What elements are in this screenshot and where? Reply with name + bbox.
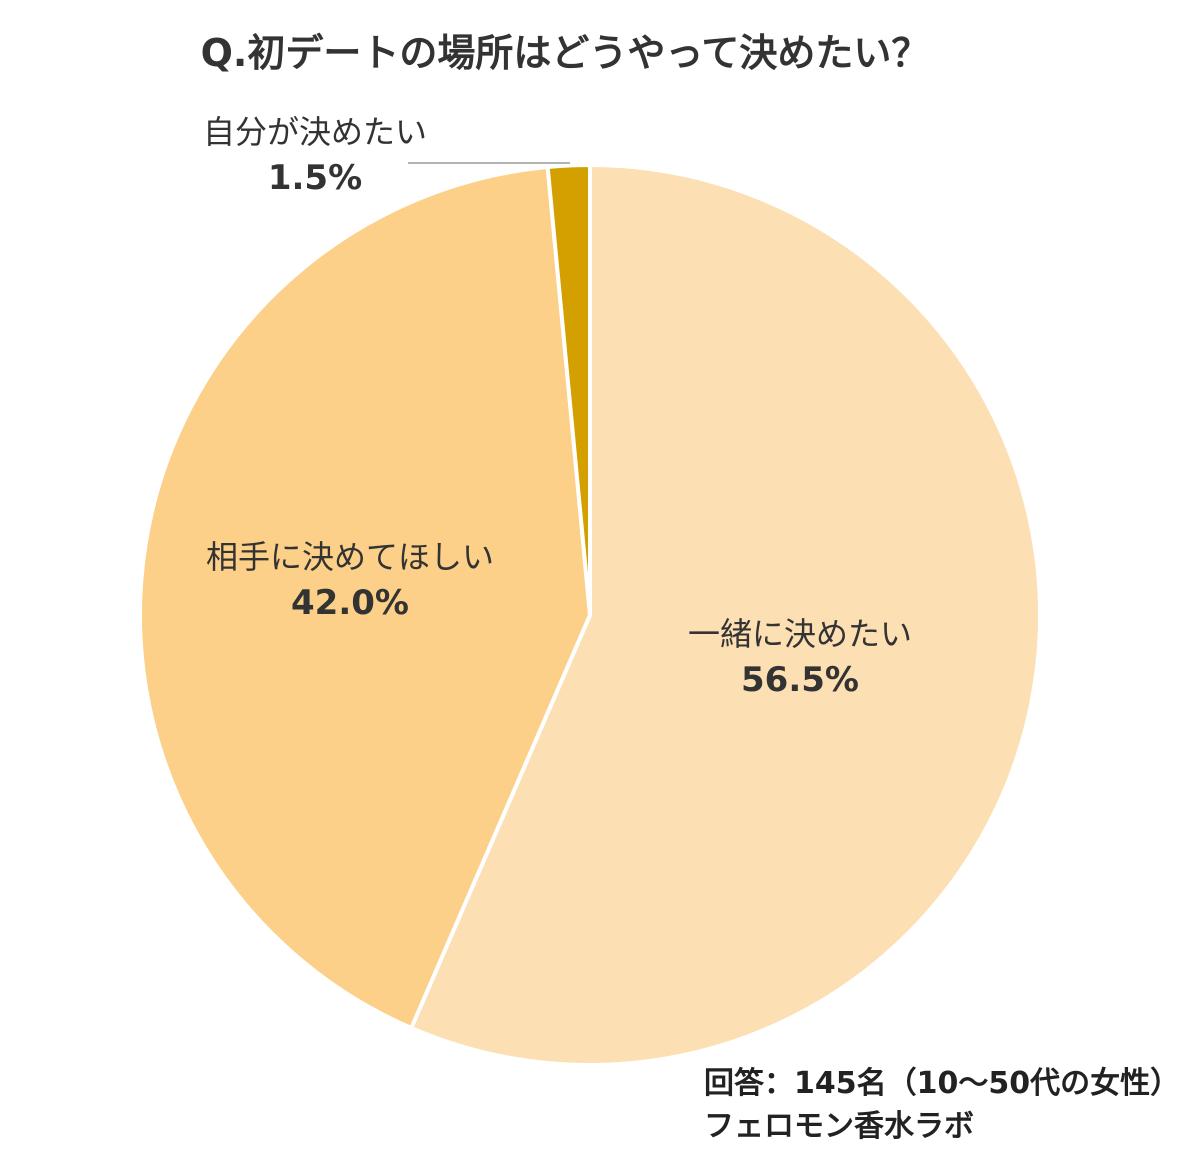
slice-partner-label: 相手に決めてほしい: [206, 538, 494, 576]
slice-labels: 一緒に決めたい 56.5% 相手に決めてほしい 42.0% 自分が決めたい 1.5%: [203, 113, 912, 700]
chart-title: Q.初デートの場所はどうやって決めたい？: [201, 31, 930, 75]
slice-partner: [138, 165, 592, 1030]
slice-together: [409, 163, 1042, 1067]
slice-self: [545, 163, 592, 617]
slice-partner-value: 42.0%: [291, 583, 409, 623]
slice-together-value: 56.5%: [741, 660, 859, 700]
footnote-respondents: 回答：145名（10～50代の女性）: [704, 1066, 1180, 1101]
slice-together-label: 一緒に決めたい: [688, 615, 912, 653]
footnote-source: フェロモン香水ラボ: [704, 1109, 974, 1144]
slice-self-label: 自分が決めたい: [203, 113, 427, 151]
pie-slices: [138, 163, 1042, 1067]
slice-self-value: 1.5%: [268, 158, 362, 198]
